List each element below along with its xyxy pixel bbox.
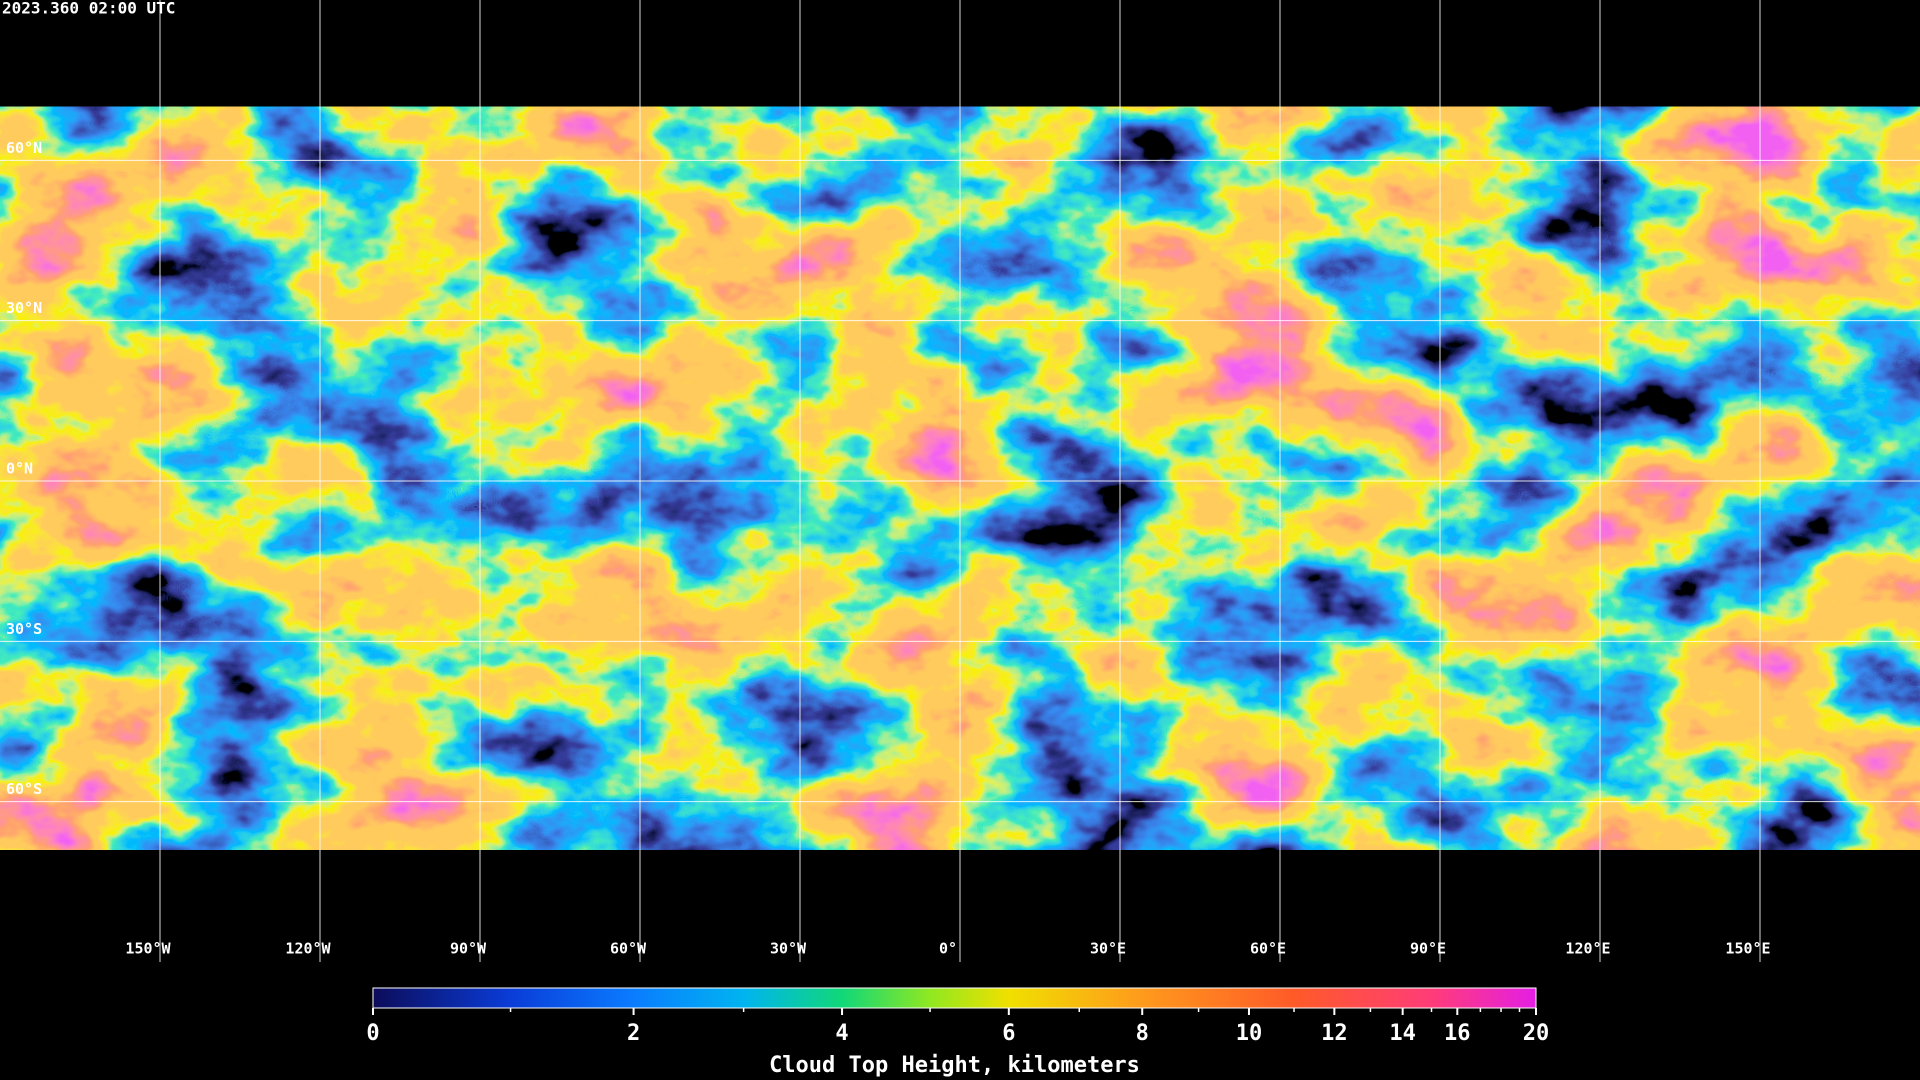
lon-label: 150°E <box>1725 940 1770 958</box>
lon-label: 120°W <box>285 940 331 958</box>
colorbar: 0 2 4 6 8 10 12 14 16 20 Cloud Top Height, kilomet… <box>366 987 1550 1078</box>
colorbar-tick-label: 12 <box>1321 1021 1348 1046</box>
colorbar-tick-label: 14 <box>1389 1021 1416 1046</box>
colorbar-ramp <box>372 987 1537 1009</box>
lon-label: 90°E <box>1410 940 1446 958</box>
lat-label: 30°N <box>6 299 42 317</box>
lon-label: 30°W <box>770 940 807 958</box>
lon-label: 90°W <box>450 940 487 958</box>
lat-label: 60°N <box>6 139 42 157</box>
colorbar-tick-label: 2 <box>627 1021 640 1046</box>
colorbar-tick-label: 6 <box>1002 1021 1015 1046</box>
lon-label: 30°E <box>1090 940 1126 958</box>
lon-label: 120°E <box>1565 940 1610 958</box>
colorbar-tick-label: 8 <box>1136 1021 1149 1046</box>
lat-label: 0°N <box>6 460 33 478</box>
lon-label: 60°E <box>1250 940 1286 958</box>
lon-label: 150°W <box>125 940 171 958</box>
colorbar-title: Cloud Top Height, kilometers <box>769 1053 1140 1078</box>
colorbar-tick-label: 20 <box>1523 1021 1550 1046</box>
lon-label: 60°W <box>610 940 647 958</box>
timestamp: 2023.360 02:00 UTC <box>2 0 175 18</box>
lat-label: 60°S <box>6 780 42 798</box>
colorbar-tick-label: 16 <box>1444 1021 1471 1046</box>
graticule: 150°W 120°W 90°W 60°W 30°W 0° 30°E 60°E 90°E 120°… <box>0 0 1920 962</box>
colorbar-tick-label: 10 <box>1236 1021 1263 1046</box>
lat-label: 30°S <box>6 620 42 638</box>
colorbar-tick-label: 0 <box>366 1021 379 1046</box>
colorbar-tick-label: 4 <box>835 1021 848 1046</box>
lon-label: 0° <box>939 940 957 958</box>
